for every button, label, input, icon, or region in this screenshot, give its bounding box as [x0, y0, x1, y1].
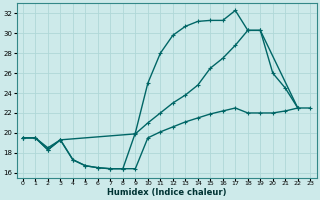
X-axis label: Humidex (Indice chaleur): Humidex (Indice chaleur) [107, 188, 226, 197]
